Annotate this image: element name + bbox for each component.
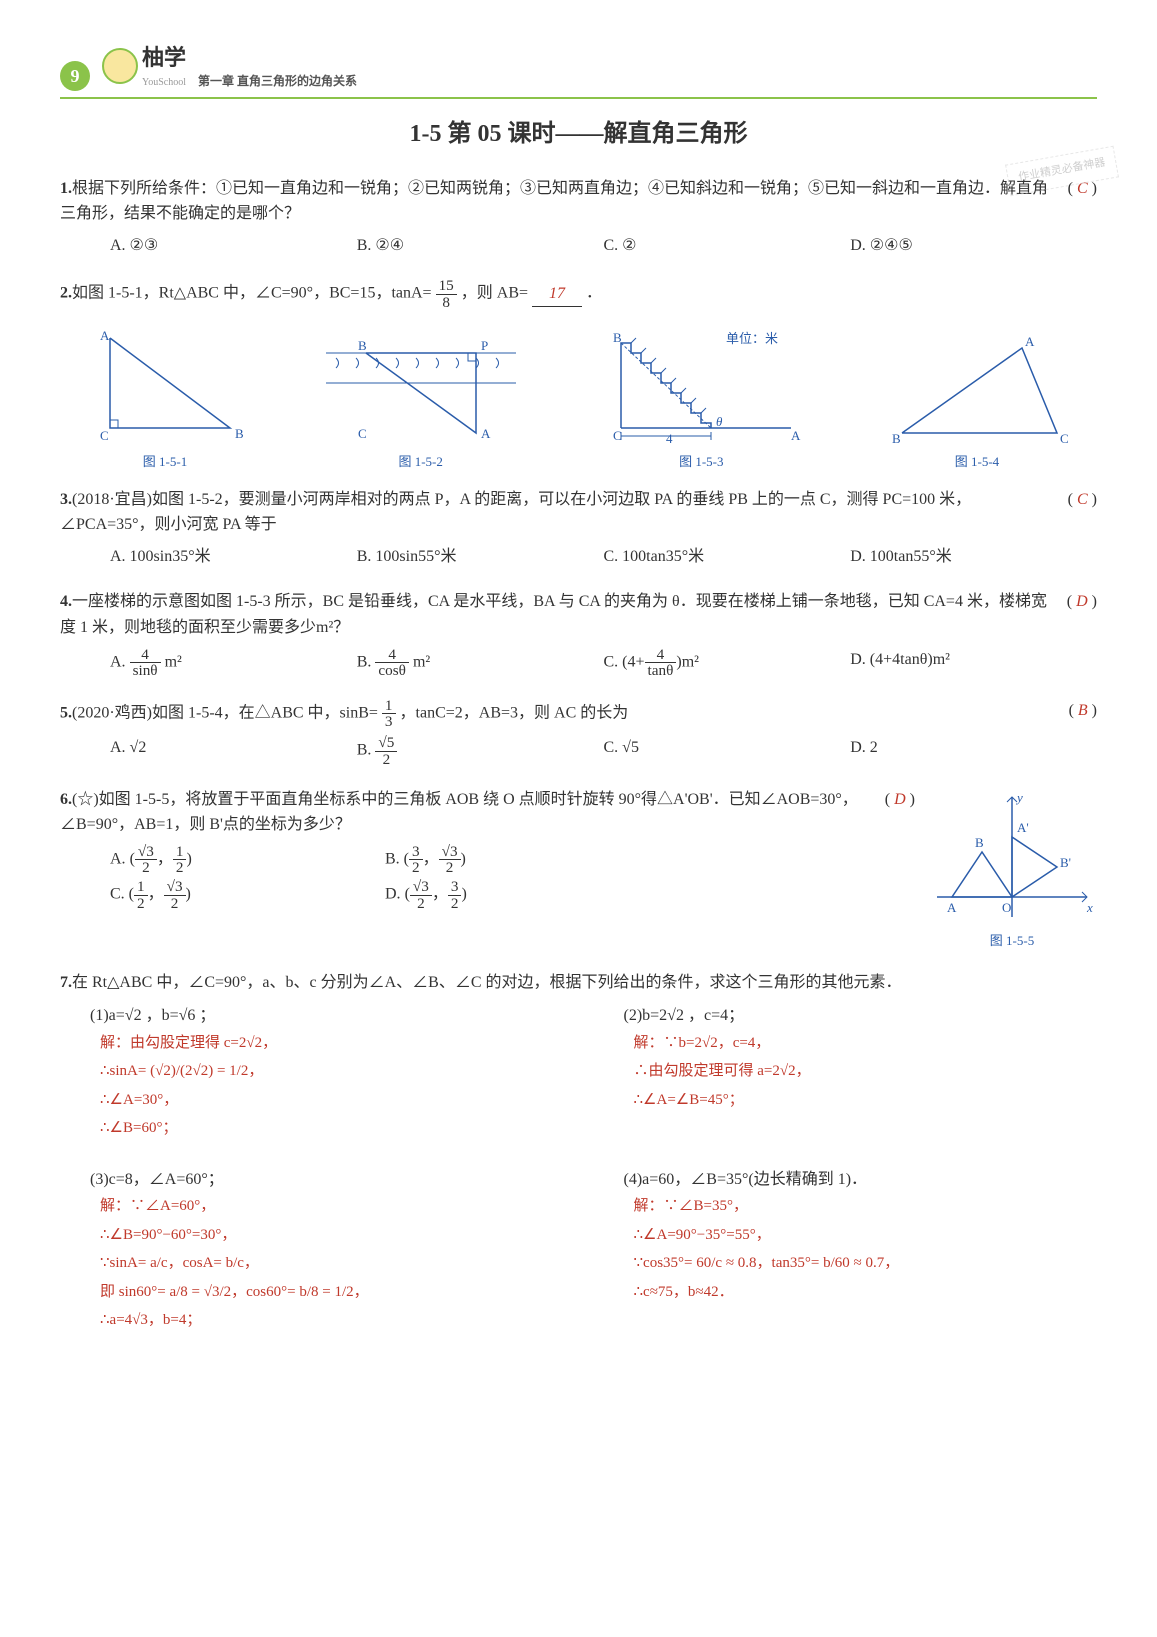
q2-fraction: 158	[436, 278, 457, 309]
svg-text:A: A	[100, 328, 110, 343]
figures-row: A B C 图 1-5-1 B P C A 图 1-5-2 B C A θ	[60, 328, 1097, 473]
page-number-badge: 9	[60, 61, 90, 91]
q1-opt-b: B. ②④	[357, 231, 604, 261]
q7-part-3: (3)c=8，∠A=60°； 解：∵∠A=60°， ∴∠B=90°−60°=30…	[60, 1167, 564, 1335]
fig-1-5-4-svg: B C A	[877, 328, 1077, 448]
q3-opt-b: B. 100sin55°米	[357, 542, 604, 572]
svg-text:A: A	[1025, 334, 1035, 349]
q1-opt-c: C. ②	[604, 231, 851, 261]
q4-opt-b: B. 4cosθ m²	[357, 645, 604, 680]
q7-sol-4: 解：∵∠B=35°， ∴∠A=90°−35°=55°， ∵cos35°= 60/…	[594, 1192, 1098, 1306]
q6-answer: D	[885, 787, 915, 813]
q7-sol-2: 解：∵b=2√2，c=4， ∴由勾股定理可得 a=2√2， ∴∠A=∠B=45°…	[594, 1029, 1098, 1115]
q1-opt-a: A. ②③	[110, 231, 357, 261]
q4-stem: D 4.一座楼梯的示意图如图 1-5-3 所示，BC 是铅垂线，CA 是水平线，…	[60, 589, 1097, 640]
q4-opt-d: D. (4+4tanθ)m²	[850, 645, 1097, 680]
q1-options: A. ②③ B. ②④ C. ② D. ②④⑤	[60, 231, 1097, 261]
q6-opt-d: D. (√32，32)	[385, 877, 660, 912]
q5-options: A. √2 B. √52 C. √5 D. 2	[60, 733, 1097, 768]
q6-opt-b: B. (32，√32)	[385, 842, 660, 877]
svg-text:C: C	[358, 426, 367, 441]
q3-opt-d: D. 100tan55°米	[850, 542, 1097, 572]
q7-part-2: (2)b=2√2 ，c=4； 解：∵b=2√2，c=4， ∴由勾股定理可得 a=…	[594, 1003, 1098, 1143]
q4-answer: D	[1067, 589, 1097, 615]
question-3: C 3.(2018·宜昌)如图 1-5-2，要测量小河两岸相对的两点 P，A 的…	[60, 487, 1097, 572]
q4-options: A. 4sinθ m² B. 4cosθ m² C. (4+4tanθ)m² D…	[60, 645, 1097, 680]
q3-opt-c: C. 100tan35°米	[604, 542, 851, 572]
chapter-label: 第一章 直角三角形的边角关系	[198, 72, 357, 91]
q7-stem: 7.在 Rt△ABC 中，∠C=90°，a、b、c 分别为∠A、∠B、∠C 的对…	[60, 970, 1097, 996]
svg-text:C: C	[613, 428, 622, 443]
svg-text:C: C	[100, 428, 109, 443]
svg-text:C: C	[1060, 431, 1069, 446]
svg-text:B': B'	[1060, 855, 1071, 870]
svg-text:单位：米: 单位：米	[726, 331, 778, 346]
fig-1-5-2-svg: B P C A	[316, 328, 526, 448]
q2-blank: 17	[532, 281, 582, 308]
question-2: 2.如图 1-5-1，Rt△ABC 中，∠C=90°，BC=15，tanA= 1…	[60, 278, 1097, 309]
q5-stem: B 5.(2020·鸡西)如图 1-5-4，在△ABC 中，sinB= 13 ，…	[60, 698, 1097, 729]
question-6: A B O A' B' x y 图 1-5-5 D 6.(☆)如图 1-5-5，…	[60, 787, 1097, 952]
logo-icon	[102, 48, 138, 84]
svg-text:A: A	[947, 900, 957, 915]
svg-text:θ: θ	[716, 414, 723, 429]
figure-1-5-1: A B C 图 1-5-1	[80, 328, 250, 473]
q5-answer: B	[1069, 698, 1097, 724]
svg-text:B: B	[613, 330, 622, 345]
q4-opt-c: C. (4+4tanθ)m²	[604, 645, 851, 680]
brand-subtitle: YouSchool	[142, 75, 186, 91]
svg-text:B: B	[358, 338, 367, 353]
q3-opt-a: A. 100sin35°米	[110, 542, 357, 572]
q6-options: A. (√32，12) B. (32，√32) C. (12，√32) D. (…	[60, 842, 660, 913]
q6-opt-a: A. (√32，12)	[110, 842, 385, 877]
fig-1-5-3-svg: B C A θ 4 单位：米	[591, 328, 811, 448]
q5-opt-d: D. 2	[850, 733, 1097, 768]
svg-text:x: x	[1086, 900, 1093, 915]
svg-text:4: 4	[666, 431, 673, 446]
q3-options: A. 100sin35°米 B. 100sin55°米 C. 100tan35°…	[60, 542, 1097, 572]
brand-name: 柚学	[142, 45, 186, 70]
q6-opt-c: C. (12，√32)	[110, 877, 385, 912]
question-5: B 5.(2020·鸡西)如图 1-5-4，在△ABC 中，sinB= 13 ，…	[60, 698, 1097, 769]
svg-text:A: A	[481, 426, 491, 441]
q7-sol-1: 解：由勾股定理得 c=2√2， ∴sinA= (√2)/(2√2) = 1/2，…	[60, 1029, 564, 1143]
svg-text:A: A	[791, 428, 801, 443]
figure-1-5-2: B P C A 图 1-5-2	[316, 328, 526, 473]
q7-sol-3: 解：∵∠A=60°， ∴∠B=90°−60°=30°， ∵sinA= a/c，c…	[60, 1192, 564, 1335]
svg-text:P: P	[481, 338, 488, 353]
figure-1-5-4: B C A 图 1-5-4	[877, 328, 1077, 473]
svg-text:B: B	[975, 835, 984, 850]
fig-1-5-5-svg: A B O A' B' x y	[927, 787, 1097, 927]
q3-stem: C 3.(2018·宜昌)如图 1-5-2，要测量小河两岸相对的两点 P，A 的…	[60, 487, 1097, 538]
q1-stem: C 1.根据下列所给条件：①已知一直角边和一锐角；②已知两锐角；③已知两直角边；…	[60, 176, 1097, 227]
q5-opt-c: C. √5	[604, 733, 851, 768]
svg-text:B: B	[892, 431, 901, 446]
q7-part-1: (1)a=√2 ，b=√6 ； 解：由勾股定理得 c=2√2， ∴sinA= (…	[60, 1003, 564, 1143]
figure-1-5-3: B C A θ 4 单位：米 图 1-5-3	[591, 328, 811, 473]
q3-answer: C	[1068, 487, 1097, 513]
question-7: 7.在 Rt△ABC 中，∠C=90°，a、b、c 分别为∠A、∠B、∠C 的对…	[60, 970, 1097, 1335]
fig-1-5-1-svg: A B C	[80, 328, 250, 448]
svg-text:B: B	[235, 426, 244, 441]
q1-opt-d: D. ②④⑤	[850, 231, 1097, 261]
logo: 柚学 YouSchool	[102, 40, 186, 91]
question-4: D 4.一座楼梯的示意图如图 1-5-3 所示，BC 是铅垂线，CA 是水平线，…	[60, 589, 1097, 680]
page-title: 1-5 第 05 课时——解直角三角形	[60, 115, 1097, 153]
question-1: C 1.根据下列所给条件：①已知一直角边和一锐角；②已知两锐角；③已知两直角边；…	[60, 176, 1097, 261]
page-header: 9 柚学 YouSchool 第一章 直角三角形的边角关系	[60, 40, 1097, 99]
q5-opt-a: A. √2	[110, 733, 357, 768]
svg-text:A': A'	[1017, 820, 1029, 835]
q4-opt-a: A. 4sinθ m²	[110, 645, 357, 680]
figure-1-5-5: A B O A' B' x y 图 1-5-5	[927, 787, 1097, 952]
svg-text:y: y	[1015, 790, 1023, 805]
q7-part-4: (4)a=60，∠B=35°(边长精确到 1)． 解：∵∠B=35°， ∴∠A=…	[594, 1167, 1098, 1335]
q2-stem: 2.如图 1-5-1，Rt△ABC 中，∠C=90°，BC=15，tanA= 1…	[60, 278, 1097, 309]
q5-opt-b: B. √52	[357, 733, 604, 768]
svg-text:O: O	[1002, 900, 1011, 915]
